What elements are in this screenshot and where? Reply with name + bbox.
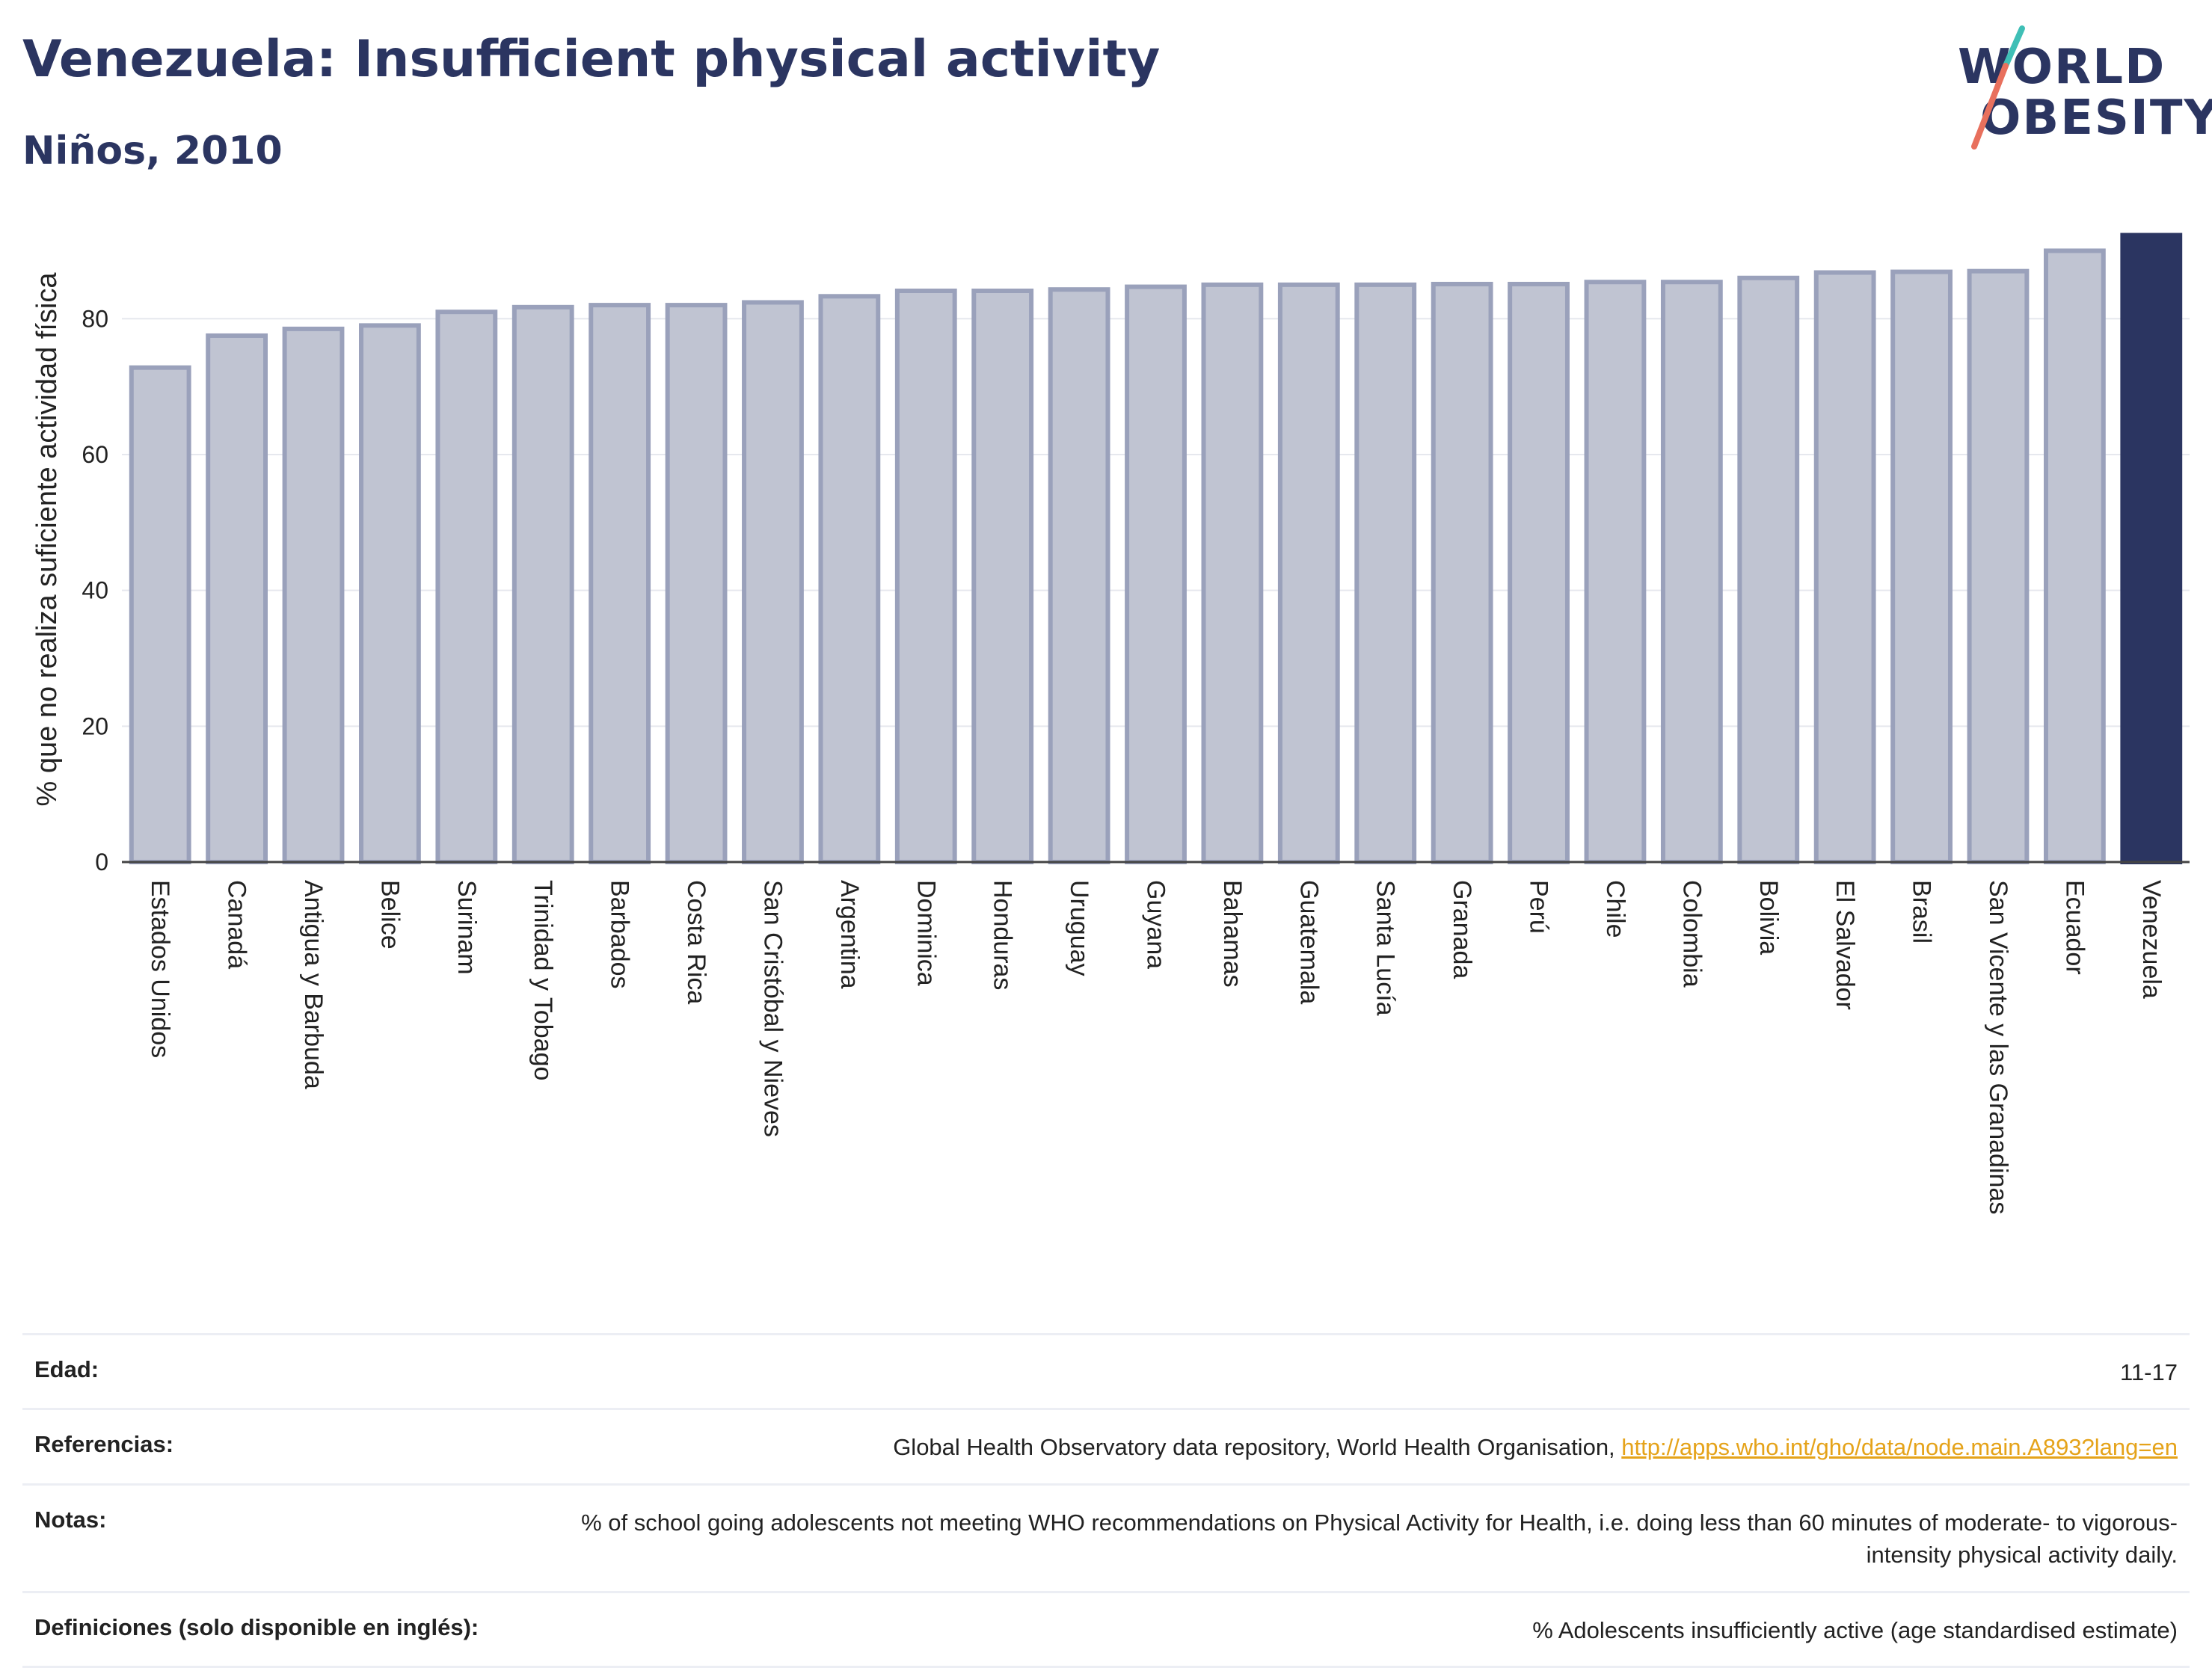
x-tick-label: Santa Lucía	[1371, 880, 1400, 1016]
bar	[589, 303, 651, 864]
bar	[1737, 275, 1800, 865]
world-obesity-logo: WORLD OBESITY	[1944, 21, 2212, 156]
y-axis-title: % que no realiza suficiente actividad fí…	[31, 272, 63, 807]
x-tick-label: Belice	[375, 880, 404, 950]
logo-word-obesity: OBESITY	[1980, 90, 2212, 146]
x-tick-label: Surinam	[452, 880, 481, 975]
bar	[511, 304, 574, 864]
y-tick-label: 0	[95, 849, 108, 875]
bar	[1431, 281, 1493, 865]
x-tick-label: Colombia	[1677, 880, 1706, 988]
logo-slash-icon	[1971, 25, 2025, 150]
meta-label-definitions: Definiciones (solo disponible en inglés)…	[34, 1613, 479, 1640]
x-tick-label: Venezuela	[2137, 880, 2166, 999]
meta-value-definitions: % Adolescents insufficiently active (age…	[1532, 1616, 2178, 1643]
meta-row-references: Referencias: Global Health Observatory d…	[22, 1408, 2190, 1483]
page-title: Venezuela: Insufficient physical activit…	[22, 30, 1161, 89]
x-tick-label: San Cristóbal y Nieves	[758, 880, 787, 1137]
meta-value-age: 11-17	[2120, 1359, 2178, 1385]
bar	[282, 326, 345, 864]
metadata-table: Edad: 11-17 Referencias: Global Health O…	[22, 1333, 2190, 1668]
x-tick-label: Estados Unidos	[146, 880, 174, 1058]
bar	[971, 289, 1034, 864]
meta-row-notes: Notas: % of school going adolescents not…	[22, 1483, 2190, 1591]
meta-label-notes: Notas:	[34, 1506, 107, 1533]
y-tick-label: 40	[82, 577, 108, 604]
x-tick-label: Dominica	[912, 880, 940, 986]
x-tick-label: Costa Rica	[682, 880, 710, 1004]
y-tick-label: 20	[82, 713, 108, 739]
bar	[129, 365, 191, 864]
reference-link[interactable]: http://apps.who.int/gho/data/node.main.A…	[1621, 1434, 2178, 1461]
logo-word-world: WORLD	[1958, 40, 2166, 95]
bar	[1354, 282, 1417, 864]
bar	[818, 294, 881, 864]
x-tick-label: Antigua y Barbuda	[299, 880, 328, 1089]
bar	[435, 310, 498, 864]
bar	[1813, 270, 1876, 864]
x-tick-label: Trinidad y Tobago	[529, 880, 557, 1080]
bar	[1660, 280, 1723, 864]
x-tick-label: Argentina	[835, 880, 864, 989]
x-tick-label: San Vicente y las Granadinas	[1984, 880, 2012, 1214]
y-tick-label: 60	[82, 441, 108, 468]
page-subtitle: Niños, 2010	[22, 129, 283, 173]
bar	[2120, 233, 2183, 865]
meta-label-age: Edad:	[34, 1356, 99, 1382]
bar	[1277, 282, 1340, 864]
x-tick-label: Brasil	[1908, 880, 1936, 944]
bar	[359, 323, 421, 865]
x-tick-label: Uruguay	[1065, 880, 1093, 976]
bar	[1125, 284, 1187, 864]
x-tick-label: Granada	[1448, 880, 1476, 979]
bar	[665, 303, 728, 864]
x-tick-label: Guyana	[1142, 880, 1170, 969]
bar	[2043, 248, 2106, 864]
meta-label-references: Referencias:	[34, 1431, 174, 1458]
bar	[894, 289, 957, 864]
bar	[1890, 269, 1953, 864]
x-tick-label: Chile	[1601, 880, 1629, 938]
bar	[206, 333, 268, 864]
bar	[1201, 282, 1264, 864]
reference-text: Global Health Observatory data repositor…	[893, 1434, 1622, 1461]
x-tick-label: Bolivia	[1754, 880, 1783, 955]
bar	[1584, 280, 1647, 864]
x-tick-label: Guatemala	[1294, 880, 1323, 1004]
x-tick-label: Bahamas	[1218, 880, 1247, 988]
bar-chart: 0 20 40 60 80 Estados Unidos Canadá Antigua y B…	[31, 233, 2190, 1214]
meta-value-references: Global Health Observatory data repositor…	[893, 1431, 2178, 1463]
bar	[1508, 281, 1570, 865]
bar	[742, 300, 804, 864]
x-tick-label: Honduras	[989, 880, 1017, 990]
x-tick-label: El Salvador	[1831, 880, 1859, 1010]
meta-row-definitions: Definiciones (solo disponible en inglés)…	[22, 1590, 2190, 1668]
x-tick-label: Barbados	[606, 880, 634, 989]
y-tick-label: 80	[82, 305, 108, 332]
meta-value-notes: % of school going adolescents not meetin…	[581, 1509, 2178, 1569]
meta-row-age: Edad: 11-17	[22, 1333, 2190, 1408]
x-tick-label: Perú	[1525, 880, 1553, 934]
x-tick-label: Ecuador	[2060, 880, 2089, 975]
bar	[1048, 287, 1110, 864]
bar	[1967, 268, 2030, 864]
x-tick-label: Canadá	[223, 880, 251, 969]
